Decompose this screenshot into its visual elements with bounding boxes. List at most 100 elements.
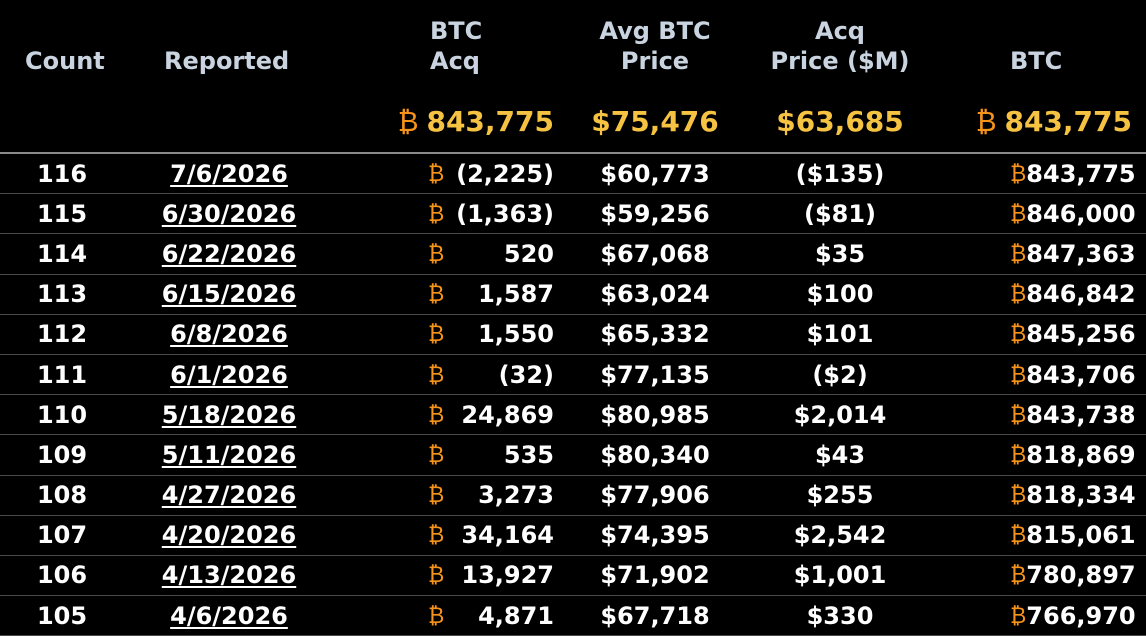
bitcoin-icon: ₿ (1010, 483, 1027, 509)
btc-total-cell: ₿ 780,897 (940, 555, 1146, 597)
bitcoin-icon: ₿ (1010, 442, 1027, 468)
reported-cell: 6/1/2026 (124, 354, 334, 396)
btc-total-cell: ₿ 818,334 (940, 475, 1146, 516)
btc-total-value: 818,334 (1026, 481, 1136, 510)
bitcoin-icon: ₿ (1010, 603, 1027, 629)
acq-price-cell: $2,542 (740, 515, 940, 556)
count-cell: 108 (0, 475, 124, 516)
acq-price-cell: $2,014 (740, 394, 940, 436)
btc-acq-cell: ₿ 3,273 (334, 475, 570, 516)
column-header-avg-btc-price[interactable]: Avg BTC Price (599, 17, 711, 75)
table-row: 108 4/27/2026 ₿ 3,273 $77,906 $255 ₿ 818… (0, 475, 1146, 516)
bitcoin-icon: ₿ (428, 442, 445, 468)
avg-price-cell: $67,718 (570, 595, 740, 636)
btc-total-value: 847,363 (1026, 239, 1136, 268)
table-row: 113 6/15/2026 ₿ 1,587 $63,024 $100 ₿ 846… (0, 274, 1146, 315)
count-cell: 107 (0, 515, 124, 556)
btc-acq-cell: ₿ 13,927 (334, 555, 570, 597)
column-header-btc-acq[interactable]: BTC Acq (430, 17, 483, 75)
bitcoin-icon: ₿ (1010, 161, 1027, 187)
reported-cell: 4/27/2026 (124, 475, 334, 516)
btc-acq-value: 24,869 (461, 400, 554, 429)
count-cell: 115 (0, 193, 124, 235)
count-cell: 105 (0, 595, 124, 636)
bitcoin-icon: ₿ (428, 201, 445, 227)
bitcoin-icon: ₿ (1010, 322, 1027, 348)
reported-cell: 4/20/2026 (124, 515, 334, 556)
reported-date-link[interactable]: 4/20/2026 (161, 521, 297, 550)
avg-price-cell: $77,906 (570, 475, 740, 516)
btc-acq-cell: ₿ 24,869 (334, 394, 570, 436)
btc-acq-cell: ₿ 1,550 (334, 314, 570, 355)
acq-price-cell: $255 (740, 475, 940, 516)
table-row: 116 7/6/2026 ₿ (2,225) $60,773 ($135) ₿ … (0, 153, 1146, 195)
count-cell: 111 (0, 354, 124, 396)
btc-acq-cell: ₿ (2,225) (334, 153, 570, 195)
table-row: 112 6/8/2026 ₿ 1,550 $65,332 $101 ₿ 845,… (0, 314, 1146, 355)
acq-price-cell: ($135) (740, 153, 940, 195)
reported-date-link[interactable]: 6/1/2026 (170, 360, 288, 389)
totals-btc: 843,775 (1004, 104, 1132, 138)
table-header: Count Reported BTC Acq Avg BTC Price Acq Pr… (0, 0, 1146, 154)
reported-date-link[interactable]: 4/6/2026 (170, 601, 288, 630)
avg-price-cell: $59,256 (570, 193, 740, 235)
table-row: 115 6/30/2026 ₿ (1,363) $59,256 ($81) ₿ … (0, 193, 1146, 235)
bitcoin-icon: ₿ (428, 241, 445, 267)
count-cell: 112 (0, 314, 124, 355)
reported-date-link[interactable]: 5/18/2026 (161, 400, 297, 429)
reported-date-link[interactable]: 7/6/2026 (170, 159, 288, 188)
reported-date-link[interactable]: 5/11/2026 (161, 440, 297, 469)
btc-acq-cell: ₿ (1,363) (334, 193, 570, 235)
btc-acq-cell: ₿ 4,871 (334, 595, 570, 636)
btc-acq-value: 520 (503, 239, 554, 268)
btc-acq-value: 535 (503, 440, 554, 469)
btc-total-cell: ₿ 846,842 (940, 274, 1146, 315)
totals-count-empty (0, 90, 124, 154)
reported-date-link[interactable]: 6/22/2026 (161, 239, 297, 268)
column-header-btc[interactable]: BTC (1010, 47, 1063, 75)
btc-acq-value: 1,587 (478, 280, 554, 309)
reported-cell: 6/30/2026 (124, 193, 334, 235)
totals-btc-acq-cell: ₿ 843,775 (334, 90, 570, 154)
reported-date-link[interactable]: 4/13/2026 (161, 561, 297, 590)
btc-acq-cell: ₿ 520 (334, 233, 570, 275)
table-row: 111 6/1/2026 ₿ (32) $77,135 ($2) ₿ 843,7… (0, 354, 1146, 396)
acq-price-cell: $330 (740, 595, 940, 636)
bitcoin-icon: ₿ (1010, 362, 1027, 388)
reported-date-link[interactable]: 4/27/2026 (161, 481, 297, 510)
btc-total-value: 766,970 (1026, 601, 1136, 630)
btc-total-cell: ₿ 815,061 (940, 515, 1146, 556)
reported-cell: 7/6/2026 (124, 153, 334, 195)
count-cell: 114 (0, 233, 124, 275)
acq-price-cell: $1,001 (740, 555, 940, 597)
btc-total-value: 780,897 (1026, 561, 1136, 590)
avg-price-cell: $71,902 (570, 555, 740, 597)
avg-price-cell: $80,985 (570, 394, 740, 436)
reported-date-link[interactable]: 6/15/2026 (161, 280, 297, 309)
count-cell: 113 (0, 274, 124, 315)
column-header-acq-price[interactable]: Acq Price ($M) (770, 17, 910, 75)
btc-total-cell: ₿ 845,256 (940, 314, 1146, 355)
reported-cell: 5/11/2026 (124, 434, 334, 476)
bitcoin-icon: ₿ (428, 402, 445, 428)
reported-date-link[interactable]: 6/30/2026 (161, 199, 297, 228)
count-cell: 116 (0, 153, 124, 195)
table-row: 109 5/11/2026 ₿ 535 $80,340 $43 ₿ 818,86… (0, 434, 1146, 476)
reported-cell: 5/18/2026 (124, 394, 334, 436)
btc-total-value: 846,000 (1026, 199, 1136, 228)
btc-acq-cell: ₿ (32) (334, 354, 570, 396)
count-cell: 106 (0, 555, 124, 597)
acq-price-cell: ($81) (740, 193, 940, 235)
btc-total-cell: ₿ 843,706 (940, 354, 1146, 396)
column-header-reported[interactable]: Reported (164, 47, 290, 75)
btc-total-cell: ₿ 766,970 (940, 595, 1146, 636)
btc-acq-cell: ₿ 34,164 (334, 515, 570, 556)
btc-total-cell: ₿ 843,738 (940, 394, 1146, 436)
bitcoin-icon: ₿ (1010, 523, 1027, 549)
acq-price-cell: ($2) (740, 354, 940, 396)
btc-acq-value: (2,225) (456, 159, 554, 188)
column-header-count[interactable]: Count (25, 47, 105, 75)
btc-acq-value: 13,927 (461, 561, 554, 590)
reported-date-link[interactable]: 6/8/2026 (170, 320, 288, 349)
